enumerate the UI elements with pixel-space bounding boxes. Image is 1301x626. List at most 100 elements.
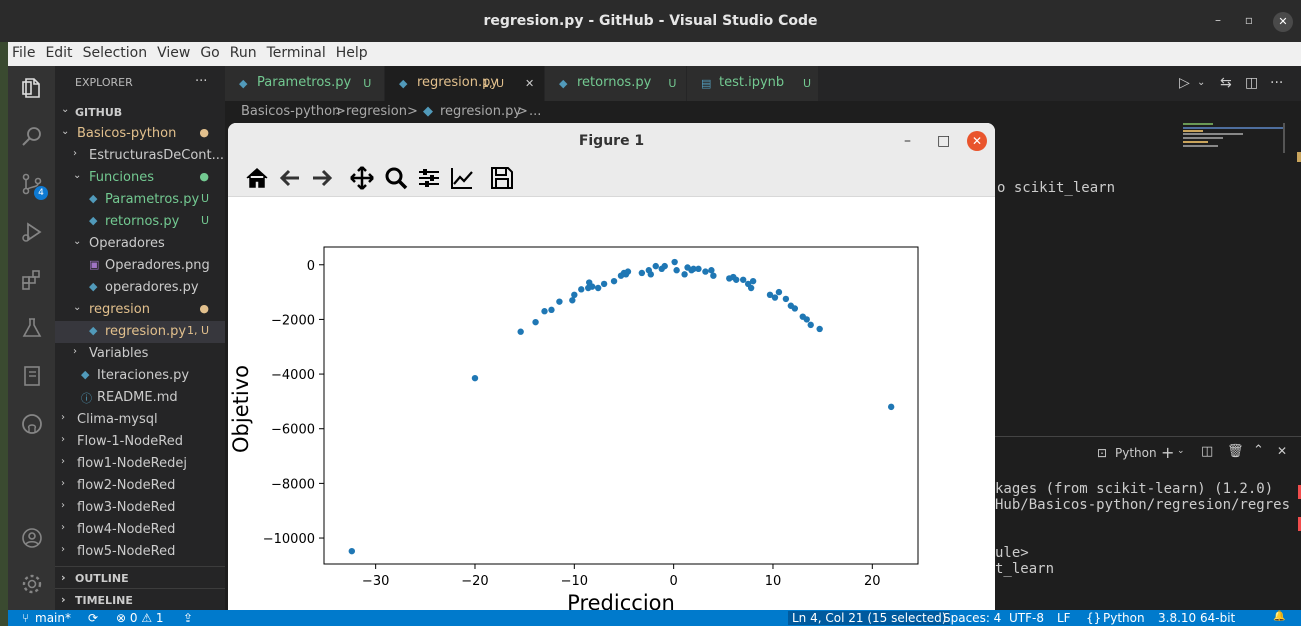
tab-status: U	[668, 77, 677, 90]
breadcrumb-symbol[interactable]: ...	[529, 104, 542, 119]
menu-file[interactable]: File	[12, 45, 36, 61]
terminal-panel[interactable]: kages (from scikit-learn) (1.2.0) Hub/Ba…	[995, 436, 1301, 610]
tab-retornos-py[interactable]: ◆ retornos.py U	[545, 66, 687, 101]
python-interpreter[interactable]: 3.8.10 64-bit	[1158, 611, 1236, 625]
editor-more-icon[interactable]: ···	[1270, 75, 1284, 91]
menu-edit[interactable]: Edit	[45, 45, 73, 61]
folder-flow1-noderedej[interactable]: › flow1-NodeRedej	[55, 453, 225, 475]
folder-flow4-nodered[interactable]: › flow4-NodeRed	[55, 519, 225, 541]
home-icon[interactable]	[244, 165, 270, 191]
git-branch[interactable]: main*	[35, 611, 71, 625]
folder-operadores[interactable]: ⌄ Operadores	[55, 233, 225, 255]
file-operadores-png[interactable]: ▣ Operadores.png	[55, 255, 225, 277]
restore-button[interactable]: ▫	[1244, 13, 1253, 27]
notebook-icon[interactable]	[19, 364, 45, 390]
back-arrow-icon[interactable]	[277, 165, 303, 191]
forward-arrow-icon[interactable]	[309, 165, 335, 191]
settings-gear-icon[interactable]	[19, 572, 45, 598]
pan-move-icon[interactable]	[349, 165, 375, 191]
data-point	[681, 271, 688, 278]
kill-terminal-icon[interactable]: 🗑	[1227, 444, 1244, 459]
encoding[interactable]: UTF-8	[1009, 611, 1044, 625]
notifications-bell-icon[interactable]: 🔔	[1273, 611, 1286, 622]
close-panel-icon[interactable]: ✕	[1277, 444, 1288, 458]
compare-changes-icon[interactable]: ⇆	[1220, 75, 1232, 91]
maximize-panel-icon[interactable]: ⌃	[1253, 443, 1264, 458]
python-file-icon: ◆	[89, 324, 98, 337]
scatter-plot[interactable]: −30 −20 −10 0 10 20 0 −2000 −4000 −6000 −8000 −100…	[228, 197, 995, 626]
terminal-dropdown-icon[interactable]: ⌄	[1177, 446, 1185, 456]
outline-section[interactable]: › OUTLINE	[55, 566, 225, 588]
menu-view[interactable]: View	[157, 45, 191, 61]
file-regresion-py[interactable]: ◆ regresion.py 1, U	[55, 321, 225, 343]
eol[interactable]: LF	[1057, 611, 1071, 625]
tab-test-ipynb[interactable]: ▤ test.ipynb U	[687, 66, 819, 101]
menu-go[interactable]: Go	[200, 45, 220, 61]
python-file-icon: ◆	[399, 77, 408, 90]
indentation[interactable]: Spaces: 4	[943, 611, 1002, 625]
zoom-icon[interactable]	[383, 165, 409, 191]
file-retornos-py[interactable]: ◆ retornos.py U	[55, 211, 225, 233]
account-icon[interactable]	[19, 526, 45, 552]
code-line[interactable]: o scikit_learn	[997, 180, 1116, 196]
folder-flow-1-nodered[interactable]: › Flow-1-NodeRed	[55, 431, 225, 453]
tab-regresion-py[interactable]: ◆ regresion.py 1, U ✕	[385, 66, 545, 101]
run-debug-icon[interactable]	[19, 220, 45, 246]
tab-close-icon[interactable]: ✕	[525, 77, 535, 90]
breadcrumb-folder[interactable]: Basicos-python	[241, 104, 341, 119]
menu-terminal[interactable]: Terminal	[266, 45, 326, 61]
search-icon[interactable]	[19, 124, 45, 150]
run-file-icon[interactable]: ▷	[1179, 75, 1190, 91]
minimize-button[interactable]: –	[1215, 13, 1221, 27]
github-icon[interactable]	[19, 412, 45, 438]
folder-variables[interactable]: › Variables	[55, 343, 225, 365]
save-figure-icon[interactable]	[489, 165, 515, 191]
cursor-position[interactable]: Ln 4, Col 21 (15 selected)	[788, 611, 951, 625]
explorer-root[interactable]: ⌄ GITHUB	[61, 104, 123, 119]
menu-selection[interactable]: Selection	[82, 45, 148, 61]
explorer-icon[interactable]	[19, 76, 45, 102]
split-editor-icon[interactable]: ◫	[1245, 75, 1259, 91]
live-share-icon[interactable]: ⇪	[183, 611, 194, 625]
sync-icon[interactable]: ⟳	[88, 611, 99, 625]
breadcrumb-file[interactable]: regresion.py	[440, 104, 522, 119]
run-dropdown-icon[interactable]: ⌄	[1197, 77, 1206, 88]
terminal-shell-label[interactable]: Python	[1115, 446, 1157, 460]
edit-axes-icon[interactable]	[449, 165, 475, 191]
split-terminal-icon[interactable]: ◫	[1201, 444, 1214, 459]
testing-flask-icon[interactable]	[19, 316, 45, 342]
figure-minimize-button[interactable]: –	[904, 133, 911, 149]
close-window-button[interactable]: ✕	[1273, 12, 1293, 32]
timeline-section[interactable]: › TIMELINE	[55, 588, 225, 610]
git-branch-icon[interactable]: ⑂	[22, 611, 30, 625]
figure-maximize-button[interactable]: □	[937, 133, 951, 149]
folder-clima-mysql[interactable]: › Clima-mysql	[55, 409, 225, 431]
folder-flow5-nodered[interactable]: › flow5-NodeRed	[55, 541, 225, 563]
folder-flow3-nodered[interactable]: › flow3-NodeRed	[55, 497, 225, 519]
file-operadores-py[interactable]: ◆ operadores.py	[55, 277, 225, 299]
file-readme-md[interactable]: ⓘ README.md	[55, 387, 225, 409]
minimap[interactable]	[1175, 123, 1285, 153]
outline-label: OUTLINE	[75, 572, 129, 585]
tab-parametros-py[interactable]: ◆ Parametros.py U	[225, 66, 385, 101]
folder-funciones[interactable]: ⌄ Funciones ●	[55, 167, 225, 189]
problems-indicator[interactable]: ⊗ 0 ⚠ 1	[116, 611, 164, 625]
file-parametros-py[interactable]: ◆ Parametros.py U	[55, 189, 225, 211]
more-actions-button[interactable]: ···	[195, 74, 208, 89]
breadcrumb-subfolder[interactable]: regresion	[346, 104, 407, 119]
figure-close-button[interactable]: ✕	[967, 131, 987, 151]
menu-bar: File Edit Selection View Go Run Terminal Help	[8, 42, 1301, 66]
extensions-icon[interactable]	[19, 268, 45, 294]
file-iteraciones-py[interactable]: ◆ Iteraciones.py	[55, 365, 225, 387]
folder-basicos-python[interactable]: ⌄ Basicos-python ●	[55, 123, 225, 145]
menu-run[interactable]: Run	[229, 45, 257, 61]
chevron-right-icon: ›	[61, 500, 65, 511]
configure-subplots-icon[interactable]	[416, 165, 442, 191]
folder-regresion[interactable]: ⌄ regresion ●	[55, 299, 225, 321]
language-mode[interactable]: Python	[1103, 611, 1145, 625]
folder-flow2-nodered[interactable]: › flow2-NodeRed	[55, 475, 225, 497]
folder-estructurasdecont-[interactable]: › EstructurasDeCont...	[55, 145, 225, 167]
source-control-icon[interactable]	[19, 172, 45, 198]
new-terminal-icon[interactable]: +	[1161, 443, 1175, 462]
menu-help[interactable]: Help	[335, 45, 368, 61]
